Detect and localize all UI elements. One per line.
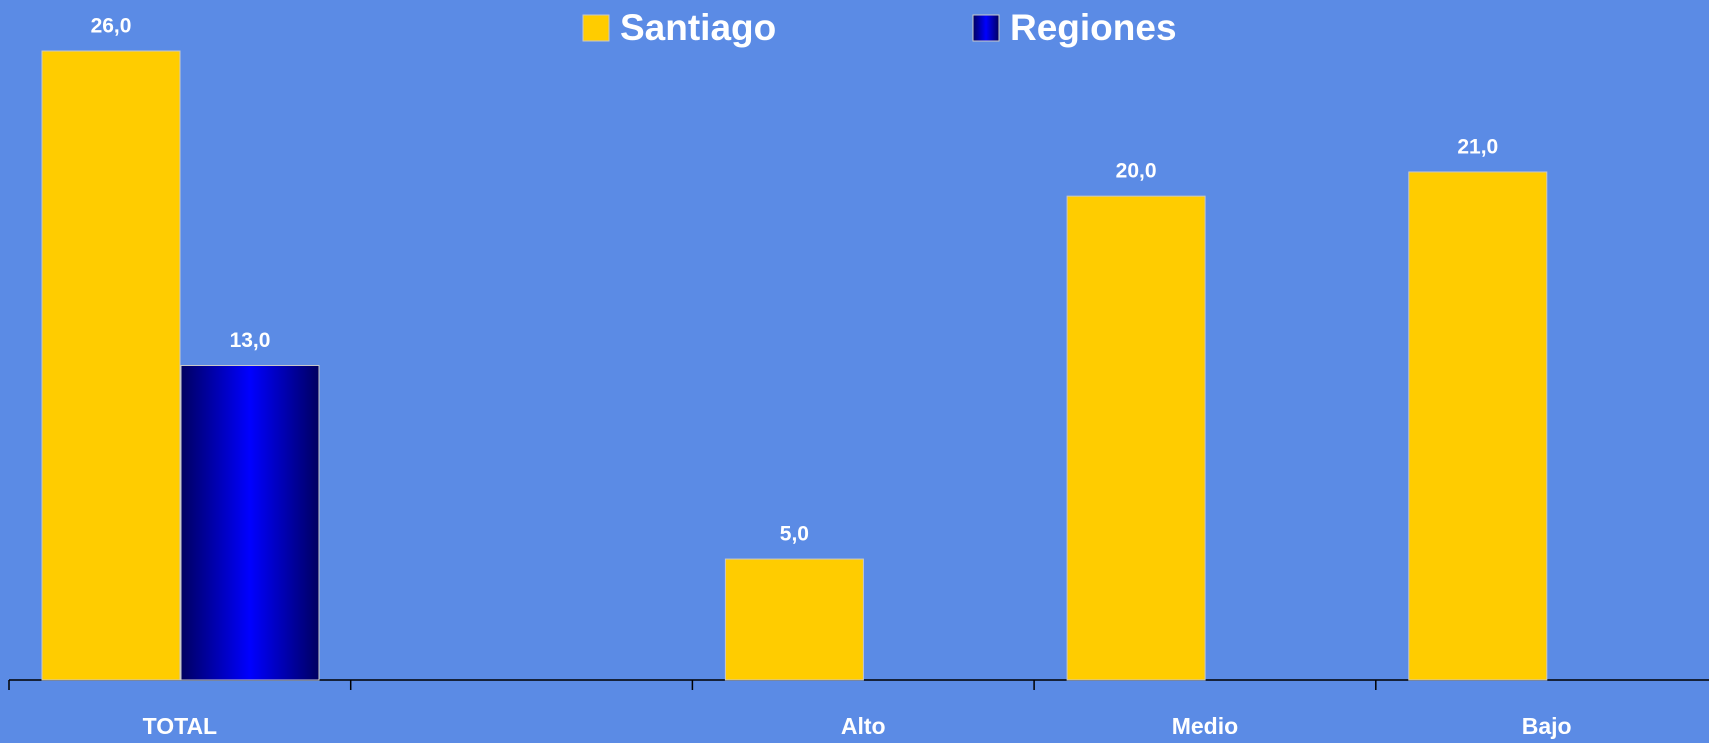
bar [180,365,320,681]
data-label: 20,0 [1116,160,1157,183]
x-tick-label: Medio [1172,713,1238,739]
data-label: 13,0 [230,329,271,352]
bar [724,558,864,681]
x-tick-label: Bajo [1522,713,1572,739]
x-tick-label: TOTAL [143,713,218,739]
legend-swatch [972,14,1000,42]
x-tick-label: Alto [841,713,886,739]
legend-label: Santiago [620,7,776,48]
data-label: 26,0 [91,15,132,38]
legend-swatch [582,14,610,42]
legend-label: Regiones [1010,7,1177,48]
bar [41,50,181,681]
bar [1408,171,1548,681]
data-label: 5,0 [780,523,809,546]
bar [1066,195,1206,681]
data-label: 21,0 [1457,136,1498,159]
